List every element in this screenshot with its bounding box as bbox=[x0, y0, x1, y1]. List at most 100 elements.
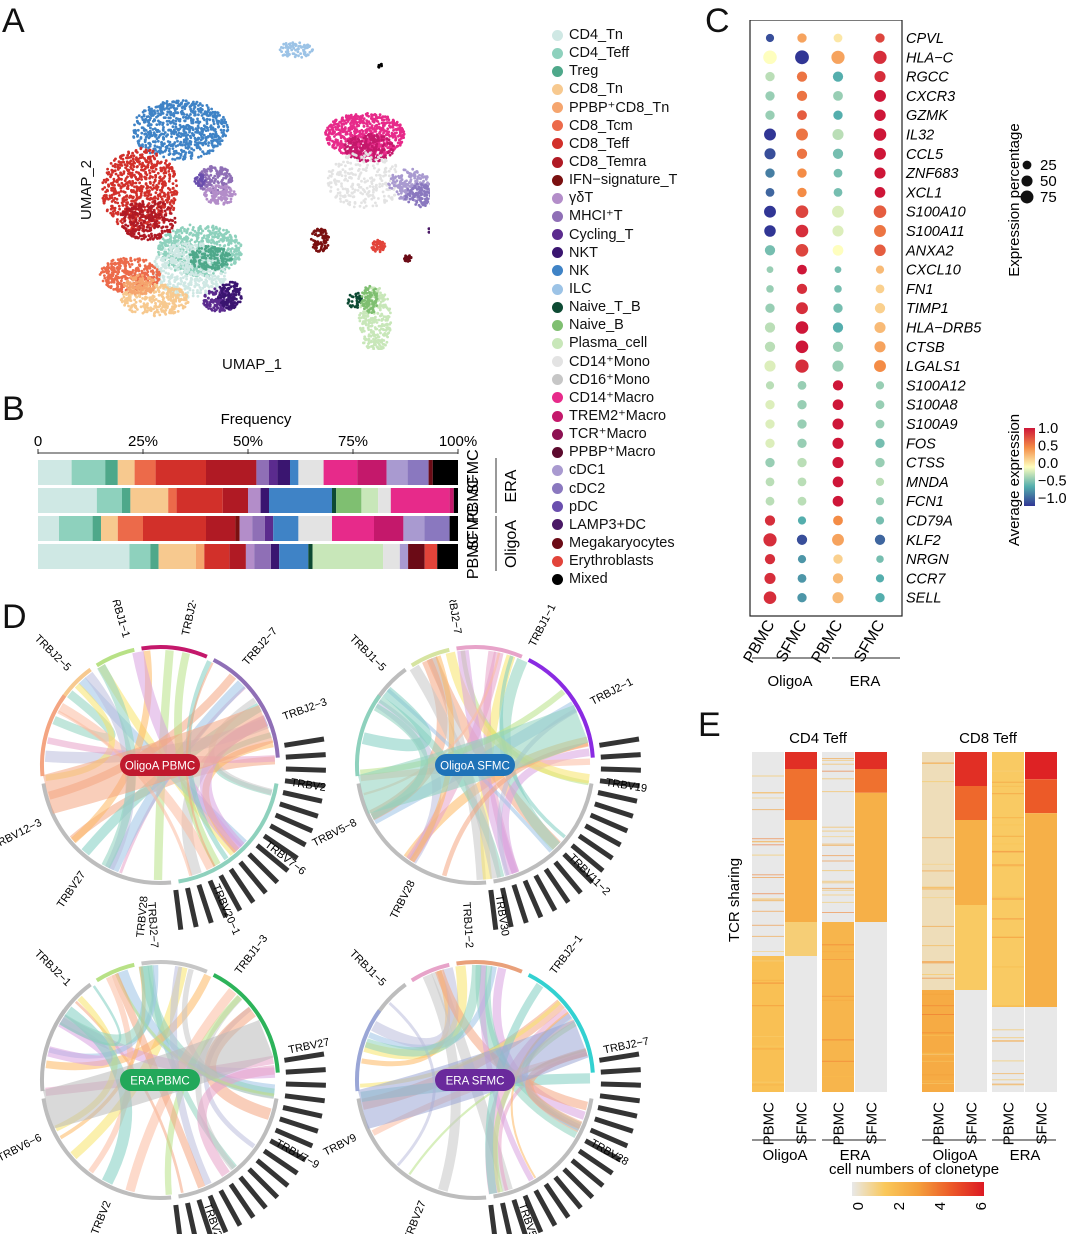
umap-point bbox=[209, 173, 213, 177]
umap-point bbox=[216, 247, 220, 251]
umap-point bbox=[149, 186, 152, 189]
umap-point bbox=[333, 121, 336, 125]
umap-point bbox=[213, 292, 216, 295]
umap-point bbox=[113, 261, 117, 265]
umap-point bbox=[163, 284, 167, 288]
umap-point bbox=[126, 276, 129, 280]
umap-point bbox=[211, 185, 215, 189]
umap-point bbox=[164, 148, 168, 152]
umap-point bbox=[143, 284, 146, 287]
umap-point bbox=[156, 202, 160, 206]
umap-point bbox=[168, 147, 171, 151]
umap-point bbox=[213, 262, 217, 266]
umap-point bbox=[211, 166, 215, 170]
umap-point bbox=[306, 53, 310, 57]
umap-point bbox=[159, 166, 163, 170]
umap-point bbox=[147, 264, 151, 268]
umap-point bbox=[202, 187, 205, 190]
umap-point bbox=[166, 123, 169, 126]
umap-point bbox=[182, 125, 185, 129]
umap-point bbox=[180, 245, 184, 249]
umap-point bbox=[296, 50, 300, 54]
umap-point bbox=[172, 191, 176, 195]
umap-point bbox=[139, 136, 143, 139]
umap-point bbox=[200, 127, 203, 130]
umap-point bbox=[195, 100, 199, 104]
umap-point bbox=[170, 135, 173, 138]
umap-point bbox=[116, 218, 119, 221]
umap-point bbox=[107, 285, 111, 289]
umap-point bbox=[175, 107, 179, 110]
umap-point bbox=[180, 106, 184, 109]
umap-point bbox=[138, 279, 141, 283]
umap-point bbox=[220, 254, 223, 257]
umap-point bbox=[117, 183, 120, 187]
umap-point bbox=[220, 263, 224, 267]
umap-point bbox=[168, 177, 172, 181]
umap-point bbox=[129, 306, 133, 309]
umap-point bbox=[228, 280, 232, 284]
umap-point bbox=[183, 119, 187, 123]
umap-point bbox=[201, 116, 205, 120]
umap-point bbox=[230, 176, 234, 180]
umap-point bbox=[120, 181, 124, 185]
umap-point bbox=[176, 111, 180, 115]
umap-point bbox=[200, 242, 203, 246]
umap-point bbox=[162, 126, 165, 129]
umap-point bbox=[170, 251, 174, 255]
umap-point bbox=[116, 174, 120, 178]
umap-point bbox=[98, 273, 102, 276]
umap-point bbox=[107, 278, 110, 281]
umap-point bbox=[187, 243, 191, 247]
umap-point bbox=[132, 165, 136, 169]
umap-point bbox=[179, 237, 183, 240]
umap-point bbox=[178, 127, 182, 131]
umap-point bbox=[182, 130, 186, 133]
umap-point bbox=[151, 119, 155, 123]
umap-point bbox=[158, 161, 162, 165]
umap-point bbox=[357, 124, 360, 127]
umap-point bbox=[153, 127, 157, 130]
umap-point bbox=[129, 173, 133, 177]
umap-point bbox=[326, 136, 330, 140]
umap-point bbox=[159, 206, 163, 210]
umap-point bbox=[146, 163, 150, 167]
umap-point bbox=[131, 269, 135, 272]
umap-point bbox=[142, 113, 146, 117]
umap-point bbox=[202, 270, 205, 274]
umap-point bbox=[123, 215, 127, 219]
umap-point bbox=[166, 104, 169, 108]
umap-point bbox=[156, 271, 160, 274]
umap-point bbox=[143, 175, 146, 179]
umap-point bbox=[182, 149, 186, 153]
umap-point bbox=[199, 272, 202, 276]
umap-point bbox=[118, 194, 121, 197]
umap-point bbox=[302, 48, 306, 52]
umap-point bbox=[143, 273, 147, 276]
umap-point bbox=[156, 145, 159, 149]
umap-point bbox=[124, 229, 128, 233]
umap-point bbox=[200, 170, 204, 174]
umap-point bbox=[136, 222, 140, 225]
umap-point bbox=[146, 270, 150, 274]
umap-point bbox=[153, 111, 157, 114]
umap-point bbox=[223, 257, 227, 260]
umap-point bbox=[152, 275, 156, 279]
umap-point bbox=[114, 200, 117, 204]
umap-point bbox=[388, 125, 392, 129]
umap-point bbox=[225, 123, 229, 127]
umap-point bbox=[111, 277, 114, 281]
umap-point bbox=[173, 158, 177, 161]
umap-point bbox=[217, 142, 220, 145]
umap-point bbox=[110, 280, 113, 284]
umap-point bbox=[330, 125, 333, 128]
umap-point bbox=[325, 129, 328, 133]
umap-point bbox=[193, 229, 197, 233]
umap-point bbox=[138, 181, 141, 185]
umap-point bbox=[171, 169, 174, 173]
umap-point bbox=[202, 168, 206, 171]
umap-point bbox=[115, 197, 119, 201]
umap-point bbox=[157, 182, 161, 185]
umap-point bbox=[177, 242, 181, 246]
umap-point bbox=[165, 113, 169, 116]
